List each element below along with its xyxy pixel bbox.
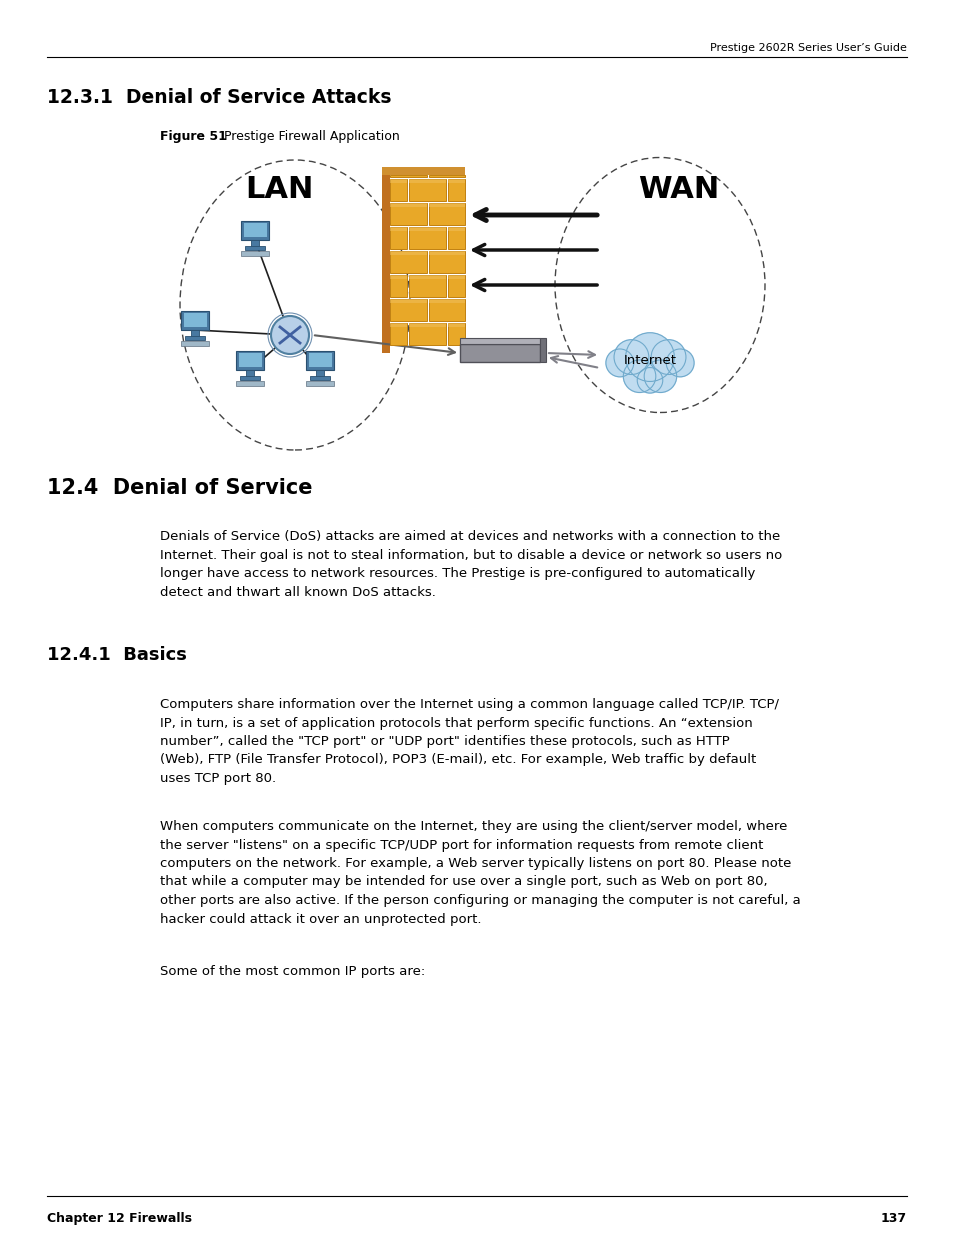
FancyBboxPatch shape — [239, 353, 262, 367]
Text: 12.4  Denial of Service: 12.4 Denial of Service — [47, 478, 313, 498]
FancyBboxPatch shape — [448, 227, 464, 231]
FancyBboxPatch shape — [429, 251, 464, 254]
Text: Figure 51: Figure 51 — [160, 130, 227, 143]
Circle shape — [625, 332, 674, 382]
FancyBboxPatch shape — [390, 251, 427, 254]
Circle shape — [271, 316, 309, 354]
FancyBboxPatch shape — [246, 370, 253, 378]
Circle shape — [622, 359, 655, 393]
FancyBboxPatch shape — [390, 324, 407, 345]
FancyBboxPatch shape — [181, 311, 209, 330]
Text: Prestige Firewall Application: Prestige Firewall Application — [224, 130, 399, 143]
FancyBboxPatch shape — [235, 351, 264, 370]
FancyBboxPatch shape — [390, 275, 407, 279]
FancyBboxPatch shape — [191, 330, 199, 338]
FancyBboxPatch shape — [245, 246, 265, 249]
FancyBboxPatch shape — [390, 203, 427, 225]
FancyBboxPatch shape — [306, 351, 334, 370]
FancyBboxPatch shape — [390, 175, 427, 177]
Text: WAN: WAN — [638, 175, 719, 204]
FancyBboxPatch shape — [240, 375, 260, 380]
Text: Chapter 12 Firewalls: Chapter 12 Firewalls — [47, 1212, 192, 1225]
Circle shape — [614, 340, 648, 374]
Circle shape — [637, 368, 662, 393]
FancyBboxPatch shape — [244, 224, 267, 237]
FancyBboxPatch shape — [381, 167, 464, 175]
FancyBboxPatch shape — [181, 341, 209, 346]
FancyBboxPatch shape — [390, 179, 407, 201]
FancyBboxPatch shape — [390, 179, 407, 183]
FancyBboxPatch shape — [448, 179, 464, 183]
FancyBboxPatch shape — [409, 275, 446, 279]
Text: 12.4.1  Basics: 12.4.1 Basics — [47, 646, 187, 664]
FancyBboxPatch shape — [390, 251, 427, 273]
Text: LAN: LAN — [245, 175, 313, 204]
FancyBboxPatch shape — [390, 299, 427, 303]
FancyBboxPatch shape — [315, 370, 324, 378]
FancyBboxPatch shape — [539, 338, 545, 362]
FancyBboxPatch shape — [184, 312, 207, 327]
Text: Some of the most common IP ports are:: Some of the most common IP ports are: — [160, 965, 425, 978]
FancyBboxPatch shape — [448, 275, 464, 296]
FancyBboxPatch shape — [429, 203, 464, 207]
Text: 137: 137 — [880, 1212, 906, 1225]
FancyBboxPatch shape — [409, 275, 446, 296]
FancyBboxPatch shape — [409, 227, 446, 231]
FancyBboxPatch shape — [429, 299, 464, 303]
Circle shape — [643, 359, 676, 393]
FancyBboxPatch shape — [409, 324, 446, 327]
Circle shape — [605, 350, 633, 377]
Text: 12.3.1  Denial of Service Attacks: 12.3.1 Denial of Service Attacks — [47, 88, 391, 107]
FancyBboxPatch shape — [429, 175, 464, 177]
FancyBboxPatch shape — [185, 336, 205, 340]
FancyBboxPatch shape — [381, 175, 390, 353]
FancyBboxPatch shape — [390, 227, 407, 231]
FancyBboxPatch shape — [390, 324, 407, 327]
FancyBboxPatch shape — [390, 227, 407, 249]
FancyBboxPatch shape — [390, 299, 427, 321]
FancyBboxPatch shape — [448, 227, 464, 249]
Text: Computers share information over the Internet using a common language called TCP: Computers share information over the Int… — [160, 698, 779, 785]
FancyBboxPatch shape — [448, 275, 464, 279]
Text: Denials of Service (DoS) attacks are aimed at devices and networks with a connec: Denials of Service (DoS) attacks are aim… — [160, 530, 781, 599]
FancyBboxPatch shape — [390, 203, 427, 207]
Circle shape — [665, 350, 694, 377]
FancyBboxPatch shape — [429, 203, 464, 225]
FancyBboxPatch shape — [459, 345, 539, 362]
FancyBboxPatch shape — [306, 382, 334, 387]
FancyBboxPatch shape — [448, 324, 464, 345]
FancyBboxPatch shape — [309, 353, 332, 367]
FancyBboxPatch shape — [409, 179, 446, 201]
FancyBboxPatch shape — [448, 324, 464, 327]
FancyBboxPatch shape — [409, 179, 446, 183]
Circle shape — [651, 340, 685, 374]
FancyBboxPatch shape — [429, 251, 464, 273]
FancyBboxPatch shape — [241, 221, 269, 240]
Text: Internet: Internet — [623, 353, 676, 367]
FancyBboxPatch shape — [235, 382, 264, 387]
FancyBboxPatch shape — [429, 299, 464, 321]
Text: When computers communicate on the Internet, they are using the client/server mod: When computers communicate on the Intern… — [160, 820, 800, 925]
FancyBboxPatch shape — [310, 375, 330, 380]
Text: Prestige 2602R Series User’s Guide: Prestige 2602R Series User’s Guide — [709, 43, 906, 53]
FancyBboxPatch shape — [448, 179, 464, 201]
FancyBboxPatch shape — [390, 275, 407, 296]
FancyBboxPatch shape — [409, 324, 446, 345]
FancyBboxPatch shape — [241, 251, 269, 256]
FancyBboxPatch shape — [459, 338, 539, 345]
FancyBboxPatch shape — [409, 227, 446, 249]
FancyBboxPatch shape — [251, 240, 258, 248]
